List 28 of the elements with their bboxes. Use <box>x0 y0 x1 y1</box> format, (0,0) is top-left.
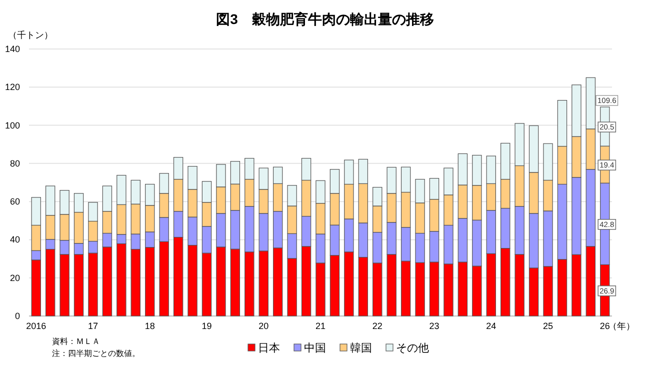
y-tick-label: 20 <box>10 272 20 283</box>
x-tick-label: 25 <box>543 321 554 331</box>
x-tick-label: 19 <box>202 321 212 331</box>
y-tick-label: 140 <box>4 44 20 54</box>
x-tick-label: 17 <box>88 321 98 331</box>
y-tick-label: 80 <box>10 158 20 168</box>
text: 資料：ＭＬＡ <box>52 337 100 346</box>
text: （年） <box>608 321 635 331</box>
x-tick-label: 20 <box>258 321 269 331</box>
legend-label: 韓国 <box>350 342 372 354</box>
y-tick-label: 0 <box>14 311 20 321</box>
x-tick-label: 18 <box>144 321 155 331</box>
x-tick-label: 22 <box>372 321 382 331</box>
x-tick-label: 23 <box>429 321 440 331</box>
legend-label: 中国 <box>304 342 326 354</box>
y-tick-label: 40 <box>10 234 20 245</box>
y-tick-label: 60 <box>10 196 20 207</box>
chart-title: 図3 穀物肥育牛肉の輸出量の推移 <box>216 11 434 27</box>
y-tick-label: 100 <box>4 120 20 130</box>
x-tick-label: 2016 <box>26 321 46 331</box>
x-tick-label: 21 <box>315 321 326 331</box>
text: 注：四半期ごとの数値。 <box>52 349 140 358</box>
x-tick-label: 26 <box>600 321 610 331</box>
legend-label: その他 <box>396 342 429 354</box>
y-tick-label: 120 <box>4 82 20 92</box>
y-axis-title: （千トン） <box>8 30 53 40</box>
legend-label: 日本 <box>258 342 280 354</box>
x-tick-label: 24 <box>486 321 496 331</box>
